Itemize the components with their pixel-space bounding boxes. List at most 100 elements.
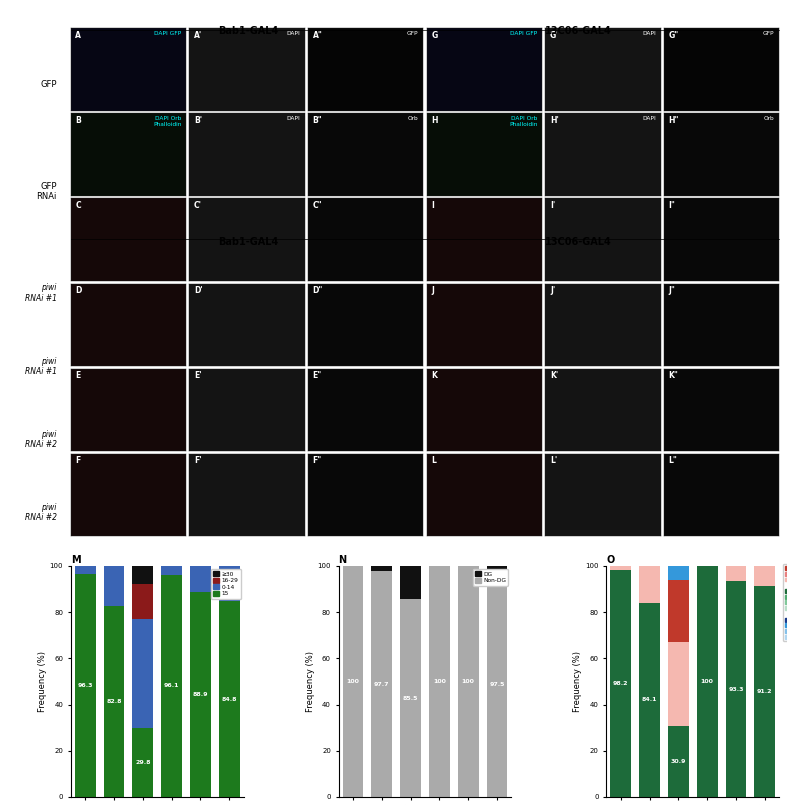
Text: J": J" (669, 286, 675, 295)
Text: K: K (431, 371, 438, 380)
Text: G': G' (550, 31, 559, 39)
Text: GFP
RNAi: GFP RNAi (36, 182, 57, 201)
Text: 13C06-GAL4: 13C06-GAL4 (545, 237, 611, 247)
Bar (161, 566, 182, 575)
Text: L': L' (550, 456, 557, 465)
Bar (755, 586, 775, 797)
Text: H": H" (669, 116, 679, 125)
Bar (371, 572, 392, 797)
Text: B: B (76, 116, 81, 125)
Legend: 0 OC - Orb Absent, 0 OC - Orb Mislocalized, 0 OC - Orb Dispersed,  , 1 OC - Orb : 0 OC - Orb Absent, 0 OC - Orb Mislocaliz… (783, 564, 787, 642)
Text: DAPI GFP: DAPI GFP (510, 31, 538, 35)
Text: piwi
RNAi #1: piwi RNAi #1 (24, 357, 57, 376)
Text: M: M (71, 555, 80, 565)
Bar (132, 566, 153, 584)
Y-axis label: Frequency (%): Frequency (%) (38, 651, 47, 712)
Y-axis label: Frequency (%): Frequency (%) (574, 651, 582, 712)
Text: 13C06-GAL4: 13C06-GAL4 (545, 26, 611, 35)
Text: 100: 100 (346, 679, 360, 684)
Text: 82.8: 82.8 (106, 699, 122, 704)
Text: Orb: Orb (763, 116, 774, 121)
Text: piwi
RNAi #1: piwi RNAi #1 (24, 283, 57, 303)
Bar (668, 580, 689, 642)
Bar (132, 619, 153, 728)
Bar (611, 566, 631, 570)
Text: 97.5: 97.5 (490, 682, 504, 687)
Bar (668, 725, 689, 797)
Bar (668, 642, 689, 725)
Text: GFP: GFP (407, 31, 419, 35)
Bar (219, 601, 239, 797)
Text: E': E' (194, 371, 201, 380)
Text: H: H (431, 116, 438, 125)
Text: D: D (76, 286, 82, 295)
Text: N: N (338, 555, 347, 565)
Text: G": G" (669, 31, 679, 39)
Bar (132, 584, 153, 619)
Bar (639, 603, 660, 797)
Text: piwi
RNAi #2: piwi RNAi #2 (24, 503, 57, 522)
Bar (75, 575, 95, 797)
Legend: ≥30, 16-29, 0-14, 15: ≥30, 16-29, 0-14, 15 (211, 569, 241, 599)
Bar (401, 600, 421, 797)
Text: DAPI Orb
Phalloidin: DAPI Orb Phalloidin (153, 116, 181, 126)
Text: E": E" (312, 371, 322, 380)
Text: Orb: Orb (408, 116, 419, 121)
Y-axis label: Frequency (%): Frequency (%) (305, 651, 315, 712)
Bar (696, 566, 718, 797)
Text: 100: 100 (433, 679, 445, 684)
Text: A": A" (312, 31, 323, 39)
Text: K': K' (550, 371, 558, 380)
Bar (755, 566, 775, 586)
Text: E: E (76, 371, 81, 380)
Bar (104, 605, 124, 797)
Text: G: G (431, 31, 438, 39)
Bar (190, 566, 211, 592)
Text: DAPI: DAPI (286, 116, 300, 121)
Text: piwi
RNAi #2: piwi RNAi #2 (24, 430, 57, 449)
Text: 93.3: 93.3 (728, 687, 744, 691)
Text: 84.8: 84.8 (221, 696, 237, 701)
Bar (486, 572, 508, 797)
Text: B": B" (312, 116, 323, 125)
Text: I: I (431, 201, 434, 210)
Text: A: A (76, 31, 81, 39)
Text: O: O (606, 555, 615, 565)
Text: DAPI GFP: DAPI GFP (154, 31, 181, 35)
Text: F: F (76, 456, 81, 465)
Bar (429, 566, 449, 797)
Bar (342, 566, 364, 797)
Text: F': F' (194, 456, 201, 465)
Text: GFP: GFP (763, 31, 774, 35)
Text: 30.9: 30.9 (671, 759, 686, 764)
Bar (190, 592, 211, 797)
Bar (371, 566, 392, 572)
Bar (668, 566, 689, 580)
Text: 100: 100 (462, 679, 475, 684)
Legend: DG, Non-DG: DG, Non-DG (473, 569, 508, 585)
Text: DAPI: DAPI (286, 31, 300, 35)
Text: DAPI: DAPI (642, 31, 656, 35)
Bar (219, 566, 239, 601)
Text: 96.1: 96.1 (164, 683, 179, 688)
Text: 97.7: 97.7 (374, 682, 390, 687)
Text: B': B' (194, 116, 202, 125)
Text: DAPI: DAPI (642, 116, 656, 121)
Bar (639, 566, 660, 603)
Text: H': H' (550, 116, 559, 125)
Bar (726, 581, 746, 797)
Bar (132, 728, 153, 797)
Text: 88.9: 88.9 (193, 691, 208, 697)
Bar (611, 570, 631, 797)
Text: L: L (431, 456, 436, 465)
Text: D": D" (312, 286, 323, 295)
Text: DAPI Orb
Phalloidin: DAPI Orb Phalloidin (509, 116, 538, 126)
Bar (486, 566, 508, 572)
Bar (458, 566, 478, 797)
Text: 96.3: 96.3 (77, 683, 93, 688)
Text: 85.5: 85.5 (403, 696, 419, 700)
Text: C': C' (194, 201, 202, 210)
Text: 29.8: 29.8 (135, 760, 150, 765)
Text: A': A' (194, 31, 202, 39)
Bar (401, 566, 421, 600)
